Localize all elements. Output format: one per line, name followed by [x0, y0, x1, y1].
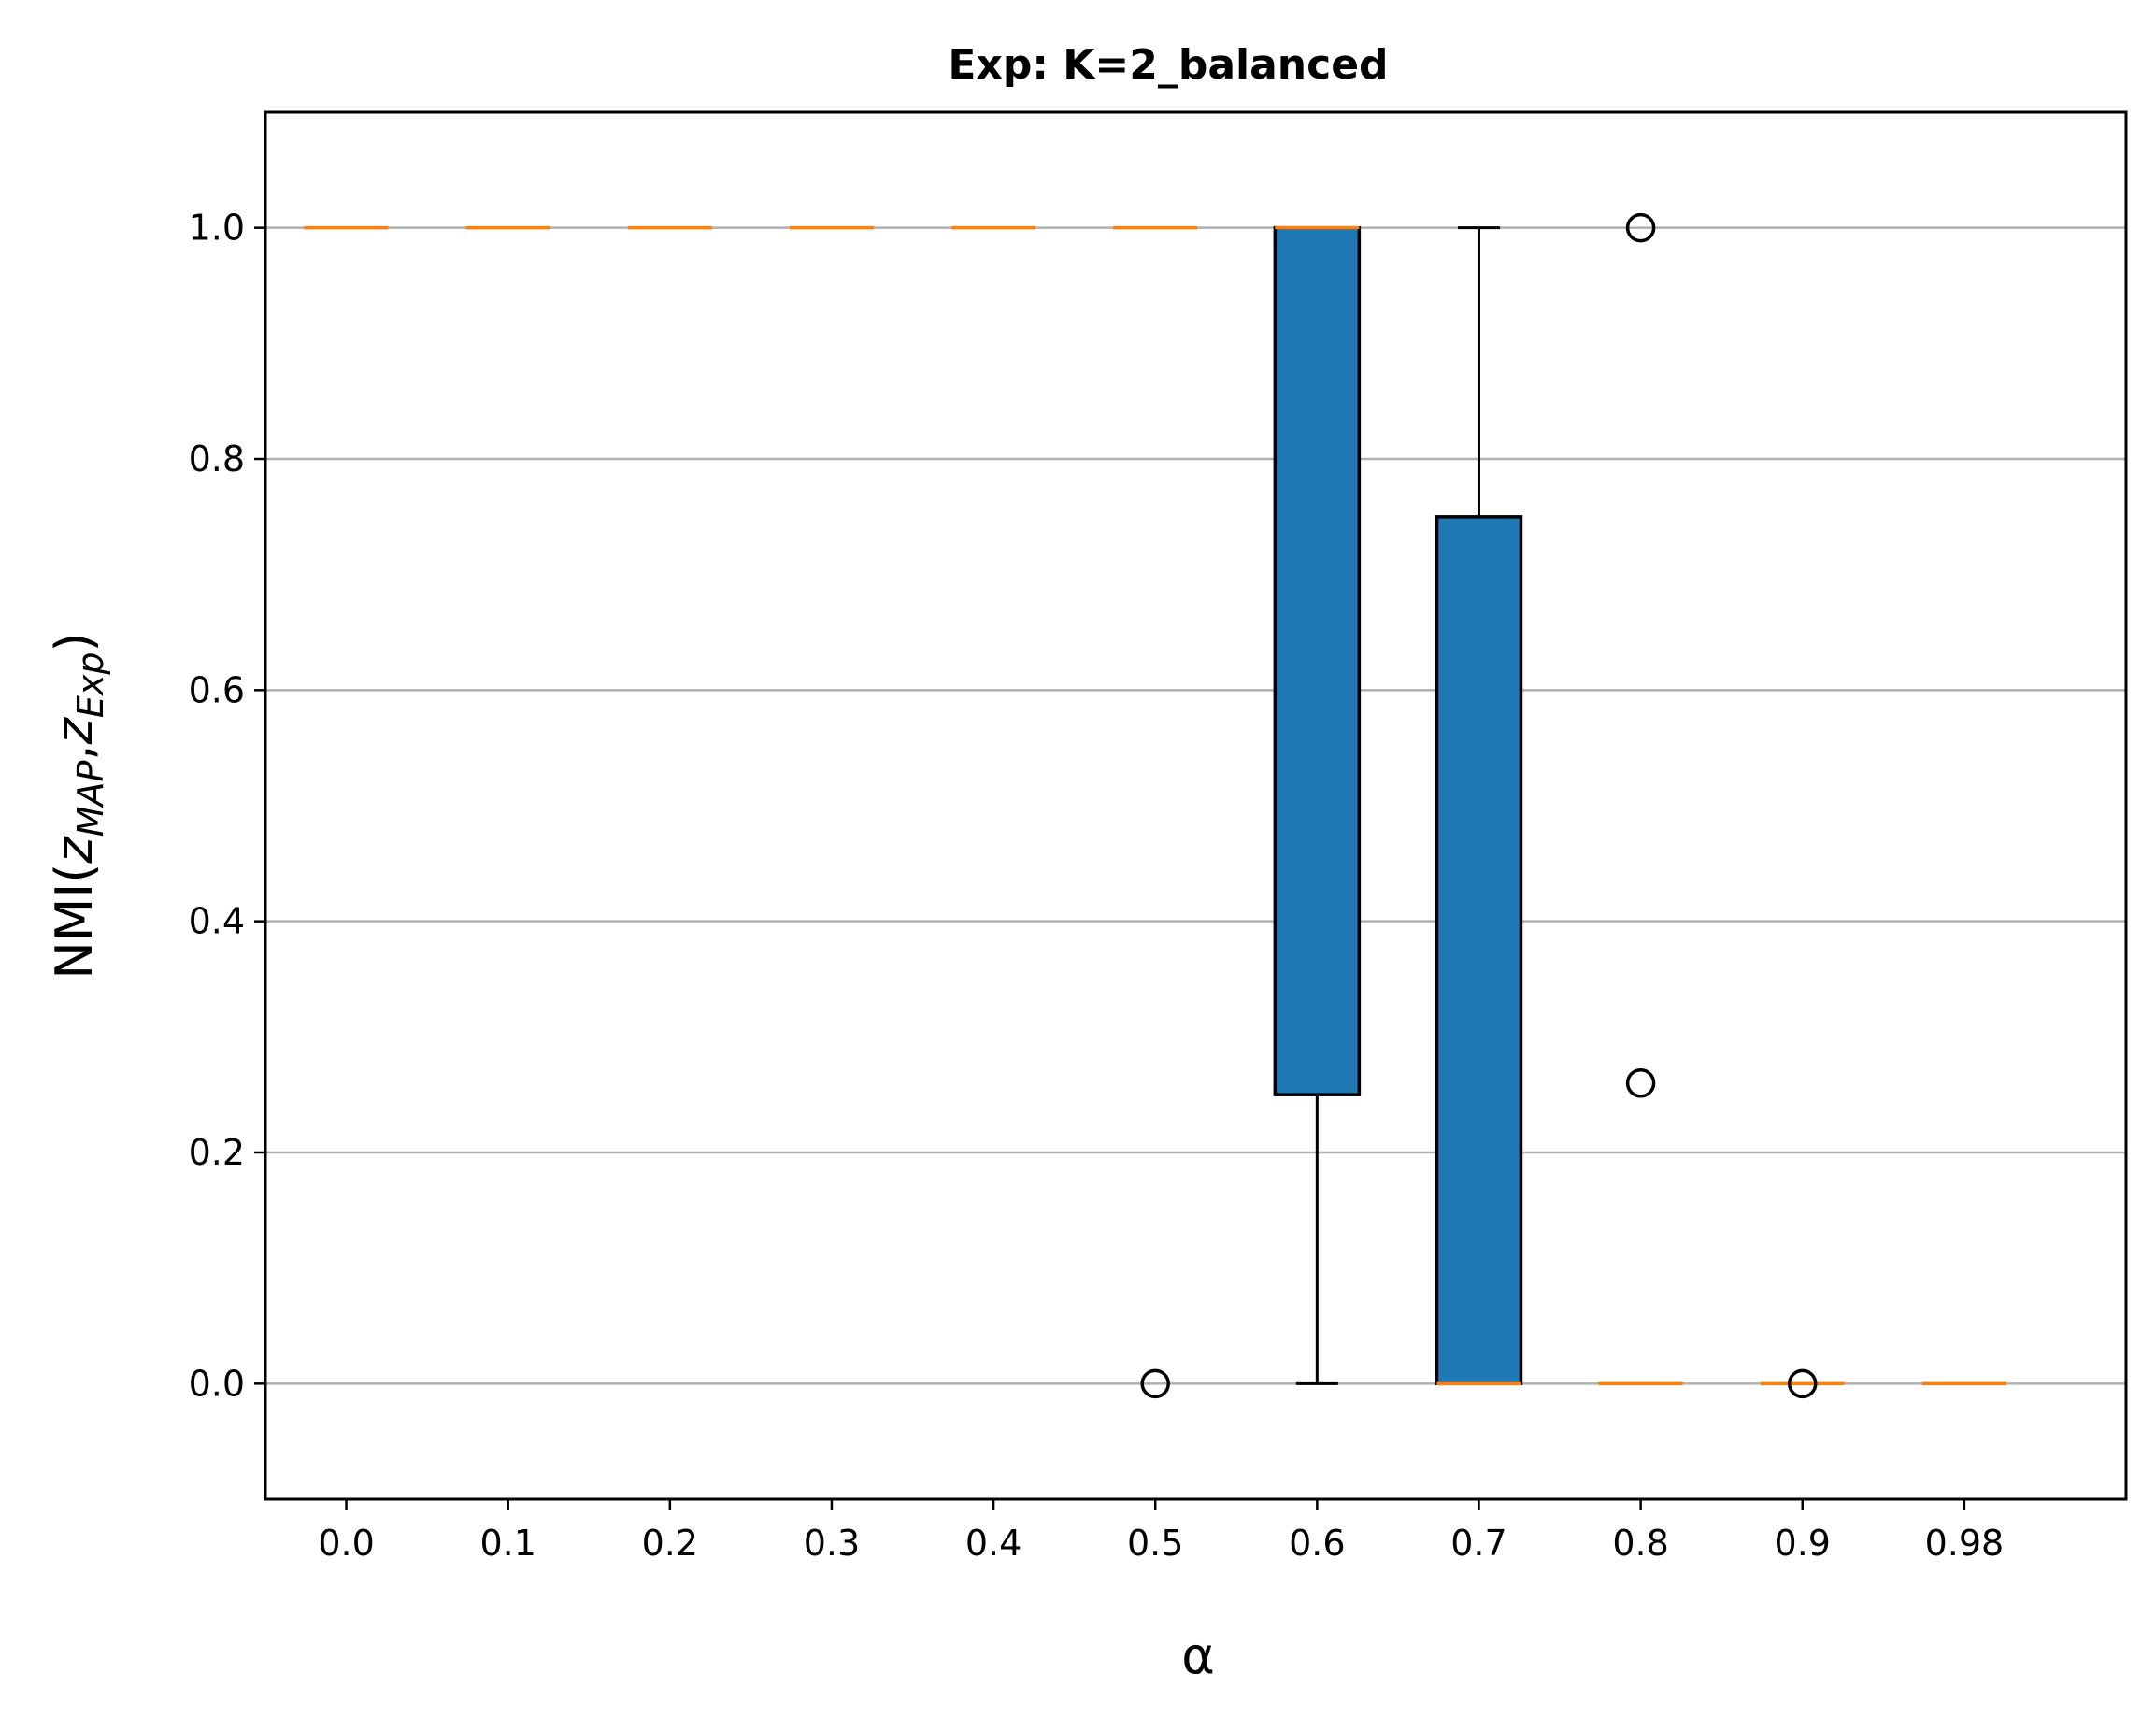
outlier-point: [1625, 212, 1656, 243]
box-group-0.6: [1273, 225, 1362, 1385]
y-label-suffix: ): [45, 632, 104, 651]
box-group-0.9: [1760, 1368, 1845, 1399]
x-tick-label: 0.3: [804, 1523, 860, 1564]
y-label-sep: ,: [45, 744, 104, 760]
outlier-point: [1625, 1068, 1656, 1098]
y-axis: 0.0 0.2 0.4 0.6 0.8 1.0: [189, 207, 265, 1404]
box-iqr: [1435, 515, 1523, 1386]
box-group-0.5: [1113, 225, 1198, 1399]
box-plot-series: [304, 212, 2006, 1399]
outlier-point: [1787, 1368, 1818, 1399]
y-label-var1: z: [45, 836, 104, 865]
chart-title: Exp: K=2_balanced: [948, 41, 1388, 89]
y-label-prefix: NMI(: [45, 864, 104, 980]
x-tick-label: 0.7: [1450, 1523, 1506, 1564]
plot-area-frame: [264, 110, 2128, 1501]
x-tick-label: 0.4: [965, 1523, 1021, 1564]
y-axis-label: NMI(zMAP,zExp): [45, 632, 111, 979]
box-group-0.8: [1598, 212, 1683, 1386]
y-tick-label: 0.8: [189, 438, 245, 479]
y-tick-label: 0.0: [189, 1363, 245, 1404]
x-axis-label: α: [1181, 1626, 1215, 1685]
x-tick-label: 0.6: [1289, 1523, 1345, 1564]
y-label-var2: z: [45, 716, 104, 745]
y-tick-label: 1.0: [189, 207, 245, 249]
x-tick-label: 0.8: [1612, 1523, 1668, 1564]
x-tick-label: 0.98: [1925, 1523, 2005, 1564]
x-tick-label: 0.9: [1775, 1523, 1831, 1564]
y-tick-label: 0.6: [189, 669, 245, 710]
x-tick-label: 0.5: [1127, 1523, 1183, 1564]
x-tick-label: 0.1: [479, 1523, 535, 1564]
y-label-sub1: MAP: [70, 761, 111, 837]
y-label-sub2: Exp: [70, 651, 111, 718]
x-tick-label: 0.0: [318, 1523, 374, 1564]
y-tick-label: 0.4: [189, 901, 245, 942]
outlier-point: [1140, 1368, 1170, 1399]
y-tick-label: 0.2: [189, 1132, 245, 1173]
box-group-0.7: [1435, 226, 1523, 1386]
x-axis: 0.0 0.1 0.2 0.3 0.4 0.5 0.6 0.7 0.8 0.9 0.98: [318, 1499, 2004, 1564]
x-tick-label: 0.2: [642, 1523, 698, 1564]
box-iqr: [1273, 225, 1362, 1096]
